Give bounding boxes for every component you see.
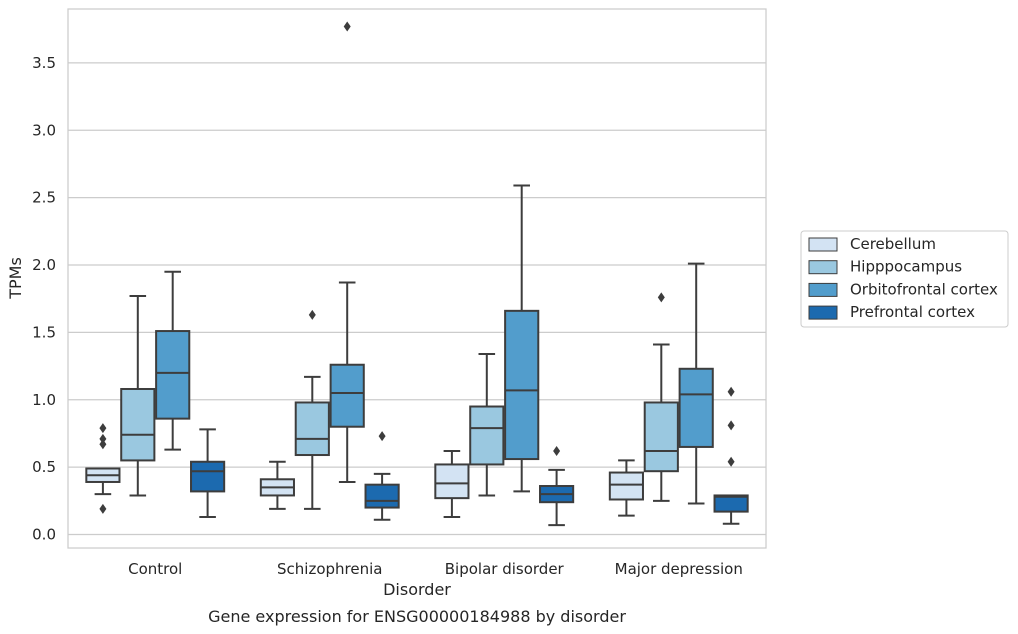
box	[608, 471, 644, 501]
y-tick-label: 1.0	[32, 391, 56, 409]
box-plot-marks	[85, 21, 749, 527]
legend-swatch	[808, 237, 838, 252]
box-group	[608, 459, 644, 517]
box-group	[120, 295, 156, 497]
box-group	[329, 21, 365, 483]
legend-swatch	[808, 260, 838, 275]
box-group	[539, 445, 575, 527]
outlier-point	[727, 420, 735, 431]
x-tick-label: Control	[128, 560, 182, 578]
legend-swatch	[808, 282, 838, 297]
box-group	[259, 460, 295, 510]
box-group	[713, 386, 749, 525]
x-tick-label: Schizophrenia	[277, 560, 382, 578]
outlier-point	[727, 456, 735, 467]
outlier-point	[99, 503, 107, 514]
box-group	[155, 270, 191, 451]
box	[678, 367, 714, 448]
box-group	[364, 431, 400, 521]
y-tick-label: 1.5	[32, 323, 56, 341]
outlier-point	[308, 309, 316, 320]
y-tick-label: 3.0	[32, 121, 56, 139]
box	[155, 330, 191, 420]
legend-frame	[800, 230, 1009, 328]
y-tick-label: 2.0	[32, 256, 56, 274]
box	[504, 309, 540, 461]
chart-caption: Gene expression for ENSG00000184988 by d…	[208, 607, 626, 626]
box	[364, 483, 400, 509]
box-group	[434, 449, 470, 519]
y-tick-label: 0.0	[32, 526, 56, 544]
x-tick-labels: Control Schizophrenia Bipolar disorder Majo…	[128, 560, 743, 578]
outlier-point	[657, 292, 665, 303]
legend-label: Hipppocampus	[850, 258, 962, 276]
box	[190, 460, 226, 493]
y-axis-label: TPMs	[6, 257, 25, 300]
outlier-point	[727, 386, 735, 397]
outlier-point	[343, 21, 351, 32]
box-group	[643, 292, 679, 502]
x-tick-label: Major depression	[615, 560, 743, 578]
y-tick-labels: 0.0 0.5 1.0 1.5 2.0 2.5 3.0 3.5	[32, 54, 56, 544]
box	[294, 401, 330, 457]
box	[434, 463, 470, 500]
box-group	[85, 423, 121, 514]
box-group	[190, 428, 226, 519]
box	[643, 401, 679, 473]
y-tick-label: 0.5	[32, 458, 56, 476]
box-group	[469, 352, 505, 497]
box-group	[678, 262, 714, 505]
box	[713, 494, 749, 513]
box-group	[294, 309, 330, 510]
legend-label: Cerebellum	[850, 235, 936, 253]
outlier-point	[99, 423, 107, 434]
y-tick-label: 2.5	[32, 189, 56, 207]
box	[120, 387, 156, 462]
legend-swatch	[808, 305, 838, 320]
box-group	[504, 184, 540, 493]
plot-frame	[67, 8, 767, 549]
outlier-point	[99, 433, 107, 444]
legend-label: Orbitofrontal cortex	[850, 280, 998, 298]
legend: Cerebellum Hipppocampus Orbitofrontal cort…	[800, 230, 1009, 328]
outlier-point	[378, 431, 386, 442]
outlier-point	[553, 445, 561, 456]
outlier-point	[99, 439, 107, 450]
x-tick-label: Bipolar disorder	[445, 560, 565, 578]
box	[469, 405, 505, 466]
x-axis-label: Disorder	[383, 580, 451, 599]
legend-label: Prefrontal cortex	[850, 303, 975, 321]
box	[329, 363, 365, 428]
y-tick-label: 3.5	[32, 54, 56, 72]
